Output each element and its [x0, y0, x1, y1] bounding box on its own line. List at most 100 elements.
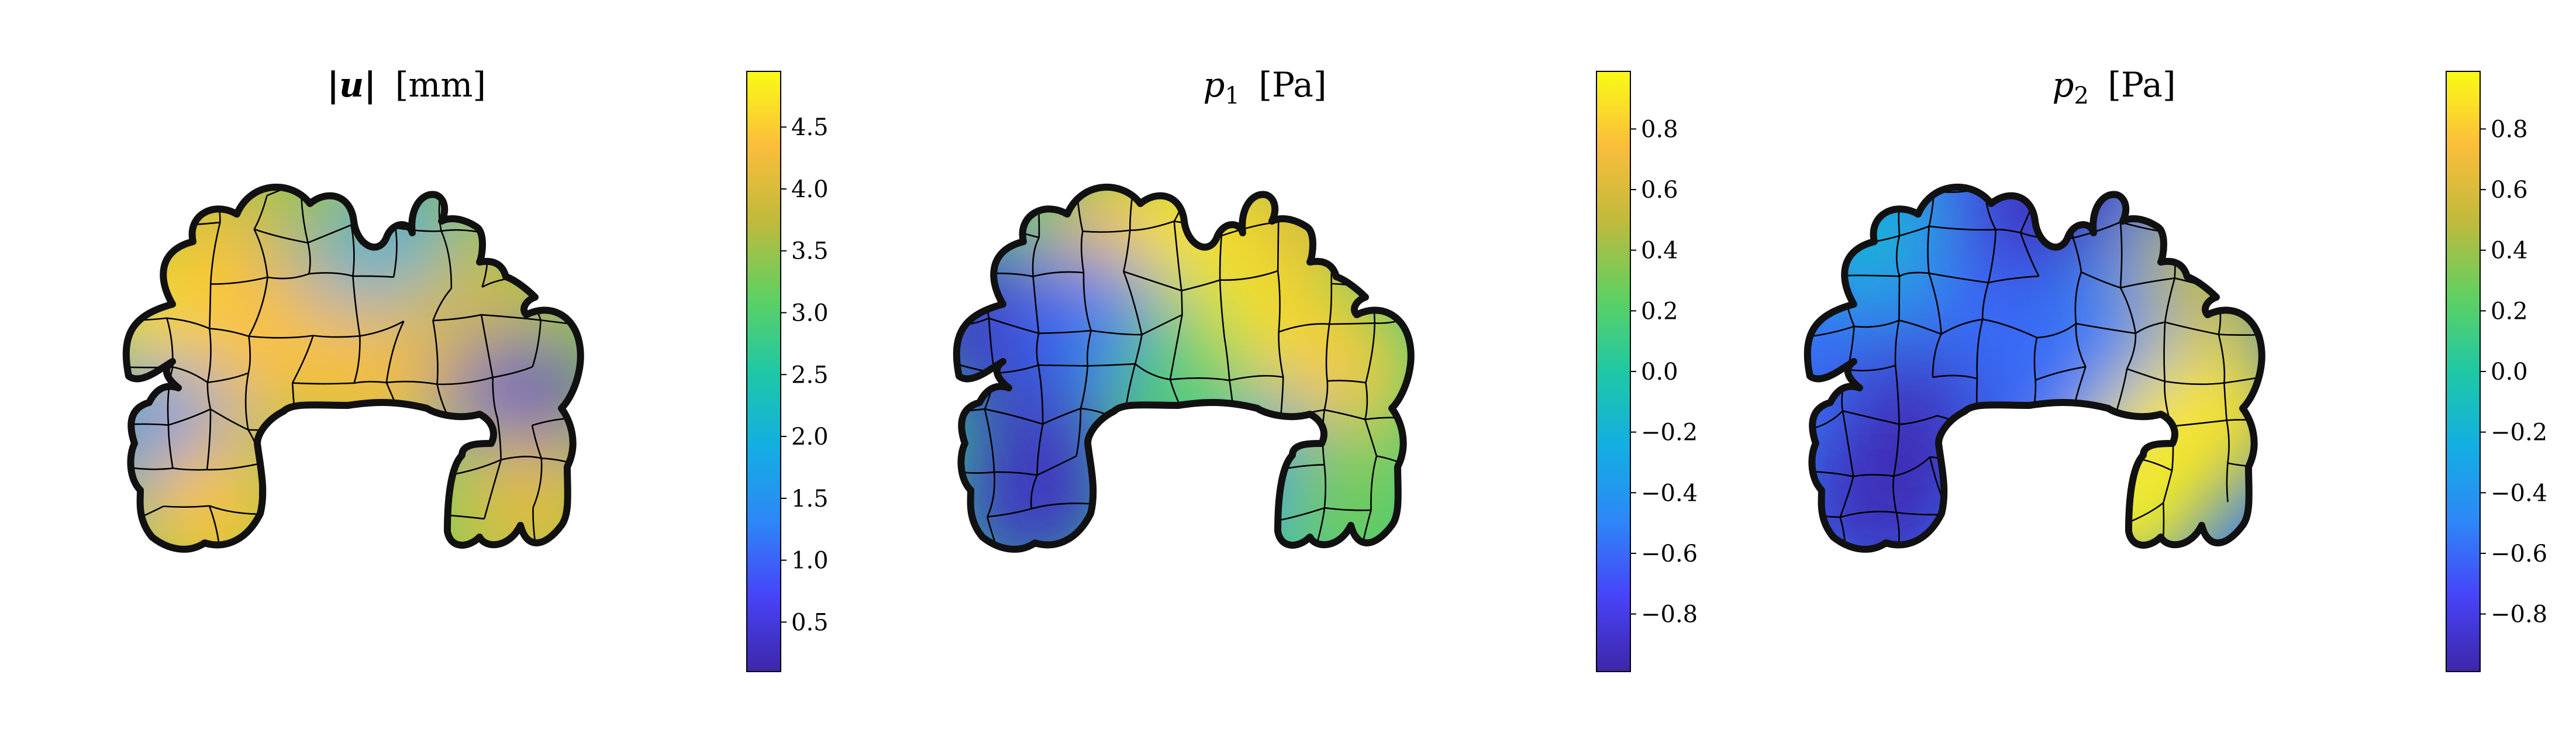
parcel-edge — [2214, 128, 2273, 144]
parcel-edge — [1416, 421, 1423, 476]
parcel-edge — [1221, 455, 1274, 472]
parcel-edge — [2163, 322, 2166, 381]
parcel-edge — [308, 224, 352, 244]
parcel-edge — [1365, 323, 1376, 383]
colorbar-gradient — [746, 71, 781, 672]
parcel-edge — [2027, 187, 2038, 193]
parcel-edge — [1138, 455, 1175, 479]
parcel-edge — [2164, 278, 2175, 322]
title-subscript: 2 — [2074, 82, 2088, 109]
colorbar-tick-label: 0.6 — [2491, 177, 2528, 204]
parcel-edge — [206, 409, 212, 470]
parcel-edge — [1373, 290, 1376, 324]
colorbar-tick-label: 0.5 — [791, 609, 829, 636]
parcel-edge — [2226, 420, 2230, 463]
parcel-edge — [107, 524, 123, 567]
parcel-edge — [1130, 221, 1175, 231]
parcel-edge — [2266, 376, 2275, 424]
parcel-edge — [2025, 477, 2044, 508]
parcel-edge — [1170, 515, 1223, 524]
parcel-edge — [2164, 321, 2219, 335]
parcel-edge — [1123, 424, 1140, 479]
parcel-edge — [2025, 507, 2044, 549]
parcel-edge — [1419, 237, 1420, 271]
parcel-edge — [989, 128, 997, 183]
parcel-edge — [1364, 419, 1378, 456]
parcel-edge — [1038, 364, 1088, 367]
parcel-edge — [1188, 187, 1227, 189]
field-value-region — [1956, 295, 2108, 447]
parcel-edge — [1807, 471, 1854, 477]
parcel-edge — [1416, 271, 1419, 315]
parcel-edge — [389, 133, 405, 181]
parcel-edge — [480, 314, 494, 378]
parcel-edge — [1076, 128, 1089, 184]
parcel-edge — [2160, 503, 2165, 549]
parcel-edge — [501, 456, 542, 461]
panel-title-pressure-2: p2 [Pa] — [2052, 65, 2175, 112]
field-value-region — [228, 187, 380, 249]
parcel-edge — [207, 372, 249, 384]
parcel-edge — [1373, 270, 1411, 291]
parcel-edge — [1087, 363, 1136, 367]
colorbar: 0.5 1.0 1.5 2.0 2.5 3.0 3.5 4.0 4.5 — [746, 71, 829, 672]
parcel-edge — [1894, 456, 1931, 477]
parcel-edge — [2161, 187, 2166, 197]
parcel-edge — [1170, 140, 1232, 150]
parcel-edge — [1091, 329, 1142, 336]
parcel-edge — [1927, 226, 1930, 274]
field-value-region — [453, 425, 581, 549]
parcel-edge — [310, 140, 355, 143]
parcel-edge — [249, 335, 313, 339]
parcel-edge — [1358, 238, 1375, 290]
parcel-edge — [987, 472, 995, 518]
parcel-edge — [577, 374, 581, 418]
parcel-edge — [2081, 271, 2121, 289]
parcel-edge — [357, 501, 404, 511]
parcel-edge — [1415, 512, 1420, 565]
parcel-edge — [1323, 381, 1329, 410]
parcel-edge — [496, 418, 502, 460]
title-symbol: |u| — [327, 65, 376, 105]
parcel-edge — [1974, 512, 1998, 549]
parcel-edge — [2025, 474, 2088, 479]
colorbar-tick-label: 0.2 — [2491, 298, 2528, 325]
colorbar-tick-label: 2.5 — [791, 362, 829, 388]
parcel-edge — [1359, 236, 1411, 239]
parcel-edge — [1132, 187, 1189, 194]
parcel-edge — [1075, 408, 1082, 456]
parcel-edge — [984, 408, 1043, 425]
parcel-edge — [2213, 187, 2225, 196]
parcel-edge — [434, 548, 482, 549]
parcel-edge — [1329, 322, 1375, 325]
parcel-edge — [208, 284, 212, 329]
parcel-edge — [263, 461, 310, 466]
parcel-edge — [1037, 364, 1044, 425]
parcel-edge — [1032, 276, 1040, 333]
parcel-edge — [2026, 562, 2085, 567]
parcel-edge — [402, 478, 410, 503]
parcel-edge — [994, 471, 1037, 476]
parcel-edge — [2120, 277, 2175, 289]
parcel-edge — [1842, 410, 1900, 425]
parcel-edge — [216, 140, 253, 145]
parcel-edge — [386, 380, 437, 386]
parcel-edge — [1807, 325, 1854, 338]
parcel-edge — [2068, 190, 2137, 195]
parcel-edge — [343, 462, 409, 480]
parcel-edge — [1892, 476, 1897, 513]
parcel-edge — [1807, 274, 1843, 288]
parcel-edge — [209, 328, 249, 338]
parcel-edge — [987, 508, 1032, 518]
parcel-edge — [1082, 273, 1092, 331]
colorbar-tick-label: −0.2 — [2491, 419, 2547, 446]
parcel-edge — [111, 464, 123, 524]
parcel-edge — [1976, 319, 1984, 379]
parcel-edge — [1795, 430, 1806, 472]
parcel-edge — [1332, 129, 1374, 136]
parcel-edge — [1036, 333, 1040, 366]
parcel-edge — [247, 336, 251, 373]
parcel-edge — [2113, 187, 2138, 195]
brain-outline — [122, 184, 584, 553]
title-unit: [Pa] — [2108, 65, 2175, 105]
